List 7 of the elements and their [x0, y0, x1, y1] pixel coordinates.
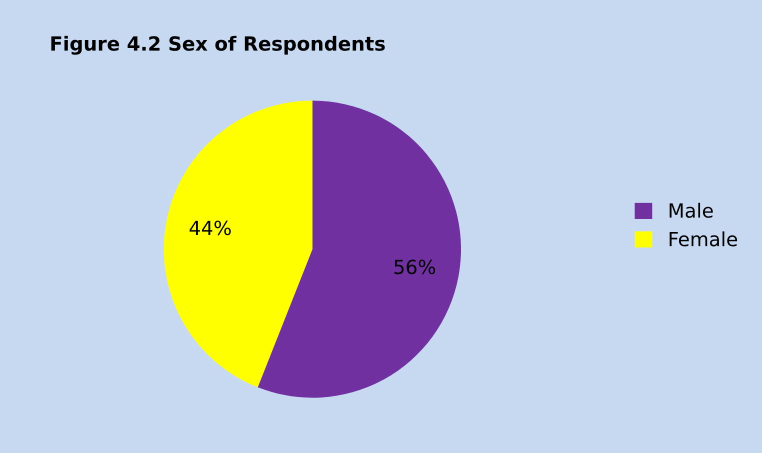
chart-title: Figure 4.2 Sex of Respondents — [51, 36, 385, 55]
data-label: 44% — [190, 220, 231, 236]
data-label: 56% — [394, 260, 436, 274]
pie-slice — [164, 100, 312, 388]
legend-label: Female — [670, 231, 738, 246]
pie-slice — [258, 100, 461, 398]
legend-label: Male — [670, 202, 713, 218]
